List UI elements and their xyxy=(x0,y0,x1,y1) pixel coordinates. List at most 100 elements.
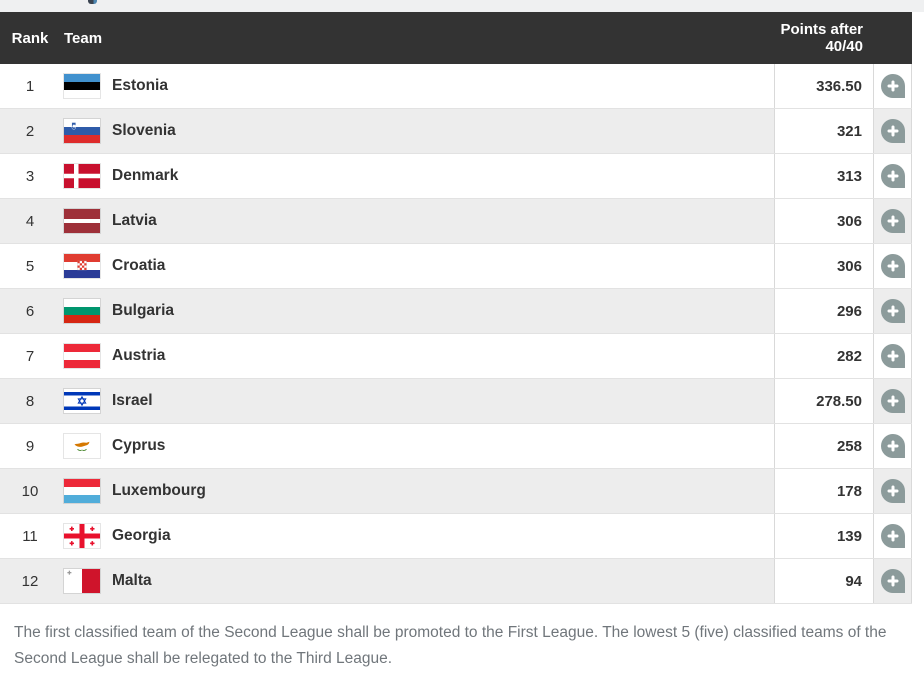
points-cell: 282 xyxy=(774,334,874,378)
points-cell: 139 xyxy=(774,514,874,558)
standings-body: 1 Estonia 336.50 2 Slovenia 321 3 Denmar… xyxy=(0,64,912,604)
header-points-line1: Points after xyxy=(780,21,863,38)
expand-cell xyxy=(874,559,912,603)
expand-button[interactable] xyxy=(880,524,905,548)
team-name: Cyprus xyxy=(112,437,166,454)
expand-cell xyxy=(874,469,912,513)
points-cell: 306 xyxy=(774,244,874,288)
expand-button[interactable] xyxy=(880,209,905,233)
team-cell: Cyprus xyxy=(60,424,774,468)
team-cell: Denmark xyxy=(60,154,774,198)
flag-austria-icon xyxy=(64,344,100,368)
team-cell: Israel xyxy=(60,379,774,423)
header-points: Points after 40/40 xyxy=(774,21,874,55)
team-cell: Malta xyxy=(60,559,774,603)
header-points-line2: 40/40 xyxy=(825,38,863,55)
standings-table: Rank Team Points after 40/40 1 Estonia 3… xyxy=(0,12,912,604)
team-name: Austria xyxy=(112,347,166,364)
team-cell: Georgia xyxy=(60,514,774,558)
expand-button[interactable] xyxy=(880,74,905,98)
expand-cell xyxy=(874,289,912,333)
team-name: Estonia xyxy=(112,77,168,94)
points-cell: 278.50 xyxy=(774,379,874,423)
expand-cell xyxy=(874,514,912,558)
expand-button[interactable] xyxy=(880,299,905,323)
flag-luxembourg-icon xyxy=(64,479,100,503)
flag-bulgaria-icon xyxy=(64,299,100,323)
rank-cell: 11 xyxy=(22,527,38,545)
flag-israel-icon xyxy=(64,389,100,413)
table-row: 1 Estonia 336.50 xyxy=(0,64,912,109)
flag-croatia-icon xyxy=(64,254,100,278)
points-cell: 306 xyxy=(774,199,874,243)
team-name: Slovenia xyxy=(112,122,176,139)
points-cell: 336.50 xyxy=(774,64,874,108)
expand-button[interactable] xyxy=(880,119,905,143)
team-cell: Austria xyxy=(60,334,774,378)
points-cell: 94 xyxy=(774,559,874,603)
table-row: 12 Malta 94 xyxy=(0,559,912,604)
table-row: 5 Croatia 306 xyxy=(0,244,912,289)
points-cell: 313 xyxy=(774,154,874,198)
team-name: Israel xyxy=(112,392,153,409)
points-cell: 258 xyxy=(774,424,874,468)
regulation-note: The first classified team of the Second … xyxy=(14,624,887,667)
expand-button[interactable] xyxy=(880,344,905,368)
rank-cell: 2 xyxy=(25,122,35,140)
header-rank: Rank xyxy=(11,29,49,47)
flag-georgia-icon xyxy=(64,524,100,548)
rank-cell: 1 xyxy=(25,77,35,95)
points-cell: 296 xyxy=(774,289,874,333)
flag-latvia-icon xyxy=(64,209,100,233)
team-cell: Bulgaria xyxy=(60,289,774,333)
table-row: 2 Slovenia 321 xyxy=(0,109,912,154)
expand-button[interactable] xyxy=(880,389,905,413)
expand-cell xyxy=(874,379,912,423)
points-cell: 321 xyxy=(774,109,874,153)
table-row: 10 Luxembourg 178 xyxy=(0,469,912,514)
expand-button[interactable] xyxy=(880,479,905,503)
team-name: Georgia xyxy=(112,527,171,544)
team-name: Luxembourg xyxy=(112,482,206,499)
flag-estonia-icon xyxy=(64,74,100,98)
expand-button[interactable] xyxy=(880,254,905,278)
flag-malta-icon xyxy=(64,569,100,593)
table-row: 4 Latvia 306 xyxy=(0,199,912,244)
team-cell: Luxembourg xyxy=(60,469,774,513)
rank-cell: 12 xyxy=(21,572,39,590)
clipped-heading-fragment xyxy=(88,0,97,4)
team-name: Denmark xyxy=(112,167,179,184)
flag-cyprus-icon xyxy=(64,434,100,458)
rank-cell: 8 xyxy=(25,392,35,410)
rank-cell: 5 xyxy=(25,257,35,275)
expand-button[interactable] xyxy=(880,434,905,458)
expand-cell xyxy=(874,154,912,198)
rank-cell: 10 xyxy=(21,482,39,500)
rank-cell: 3 xyxy=(25,167,35,185)
table-row: 3 Denmark 313 xyxy=(0,154,912,199)
expand-cell xyxy=(874,244,912,288)
rank-cell: 4 xyxy=(25,212,35,230)
expand-button[interactable] xyxy=(880,569,905,593)
expand-cell xyxy=(874,424,912,468)
table-row: 9 Cyprus 258 xyxy=(0,424,912,469)
team-name: Croatia xyxy=(112,257,166,274)
table-row: 7 Austria 282 xyxy=(0,334,912,379)
team-cell: Estonia xyxy=(60,64,774,108)
team-cell: Slovenia xyxy=(60,109,774,153)
table-row: 6 Bulgaria 296 xyxy=(0,289,912,334)
expand-button[interactable] xyxy=(880,164,905,188)
team-name: Malta xyxy=(112,572,152,589)
flag-denmark-icon xyxy=(64,164,100,188)
expand-cell xyxy=(874,109,912,153)
rank-cell: 9 xyxy=(25,437,35,455)
expand-cell xyxy=(874,64,912,108)
page-top-strip xyxy=(0,0,924,12)
team-cell: Latvia xyxy=(60,199,774,243)
team-name: Bulgaria xyxy=(112,302,175,319)
table-row: 8 Israel 278.50 xyxy=(0,379,912,424)
team-cell: Croatia xyxy=(60,244,774,288)
header-team: Team xyxy=(64,29,103,47)
rank-cell: 6 xyxy=(25,302,35,320)
points-cell: 178 xyxy=(774,469,874,513)
